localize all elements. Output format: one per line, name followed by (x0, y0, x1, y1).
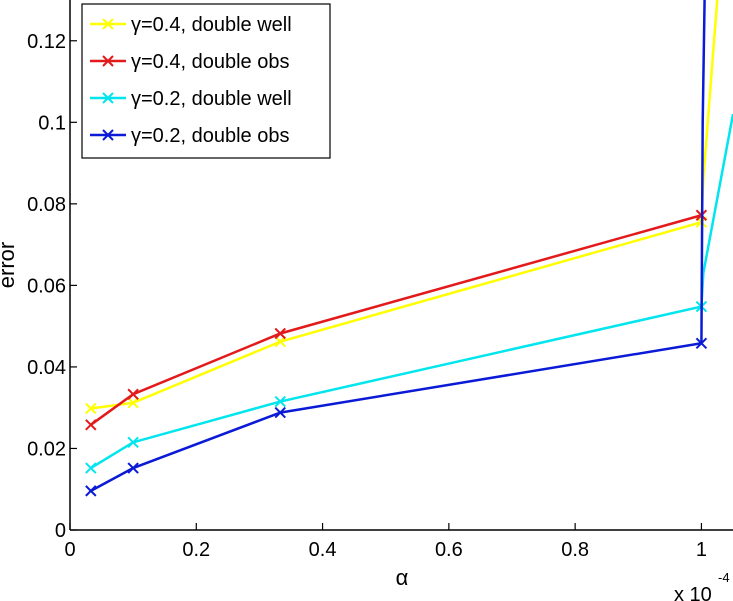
data-point (85, 419, 97, 431)
legend-item: γ=0.2, double obs (90, 125, 289, 147)
x-tick-label: 0 (64, 539, 75, 561)
legend-label: γ=0.2, double obs (131, 125, 289, 147)
data-point (85, 402, 97, 415)
data-point (85, 462, 97, 474)
legend-marker (102, 92, 114, 104)
x-multiplier-exponent: -4 (718, 570, 730, 585)
x-tick-label: 0.6 (435, 539, 463, 561)
y-tick-label: 0.06 (27, 275, 66, 297)
legend-item: γ=0.2, double well (90, 88, 292, 110)
legend-marker (102, 55, 114, 67)
data-point (127, 436, 139, 449)
series-line (90, 220, 702, 410)
data-point (127, 388, 139, 400)
series-line (90, 305, 702, 470)
x-multiplier-label: x 10 (674, 584, 712, 601)
x-tick-label: 0.4 (309, 539, 337, 561)
ticks-layer: 0 0.2 0.4 0.6 0.8 1 0 0.02 0.04 0.06 0.08 0.1 0.12 (27, 31, 707, 561)
x-axis-label: α (396, 565, 409, 590)
legend-label: γ=0.4, double obs (131, 51, 289, 73)
x-tick-label: 0.2 (182, 539, 210, 561)
series-tail-line (700, 0, 706, 344)
data-point (274, 406, 286, 419)
legend: γ=0.4, double well γ=0.4, double obs γ=0.2… (81, 3, 331, 159)
x-tick-label: 1 (696, 539, 707, 561)
series-line (90, 342, 702, 492)
data-point (274, 327, 286, 340)
data-point (274, 395, 286, 408)
series-1 (85, 209, 708, 431)
data-point (695, 337, 708, 349)
y-tick-label: 0.08 (27, 194, 66, 216)
series-tail-line (700, 0, 719, 223)
series-2 (85, 113, 733, 474)
y-axis-label: error (0, 242, 19, 288)
data-point (127, 397, 139, 409)
legend-label: γ=0.4, double well (131, 14, 292, 36)
y-tick-label: 0.04 (27, 357, 66, 379)
y-tick-label: 0 (55, 520, 66, 542)
legend-item: γ=0.4, double well (90, 14, 292, 36)
data-point (127, 462, 139, 474)
data-point (85, 485, 97, 497)
legend-marker (102, 18, 114, 30)
series-line (90, 214, 702, 426)
y-tick-label: 0.12 (27, 31, 66, 53)
legend-item: γ=0.4, double obs (90, 51, 289, 73)
y-tick-label: 0.1 (38, 112, 66, 134)
x-multiplier: x 10 -4 (674, 570, 730, 601)
legend-box (81, 3, 331, 159)
x-tick-label: 0.8 (561, 539, 589, 561)
legend-marker (102, 129, 114, 141)
data-point (274, 335, 286, 348)
series-layer (85, 0, 733, 497)
legend-label: γ=0.2, double well (131, 88, 292, 110)
y-tick-label: 0.02 (27, 438, 66, 460)
series-3 (85, 0, 708, 497)
